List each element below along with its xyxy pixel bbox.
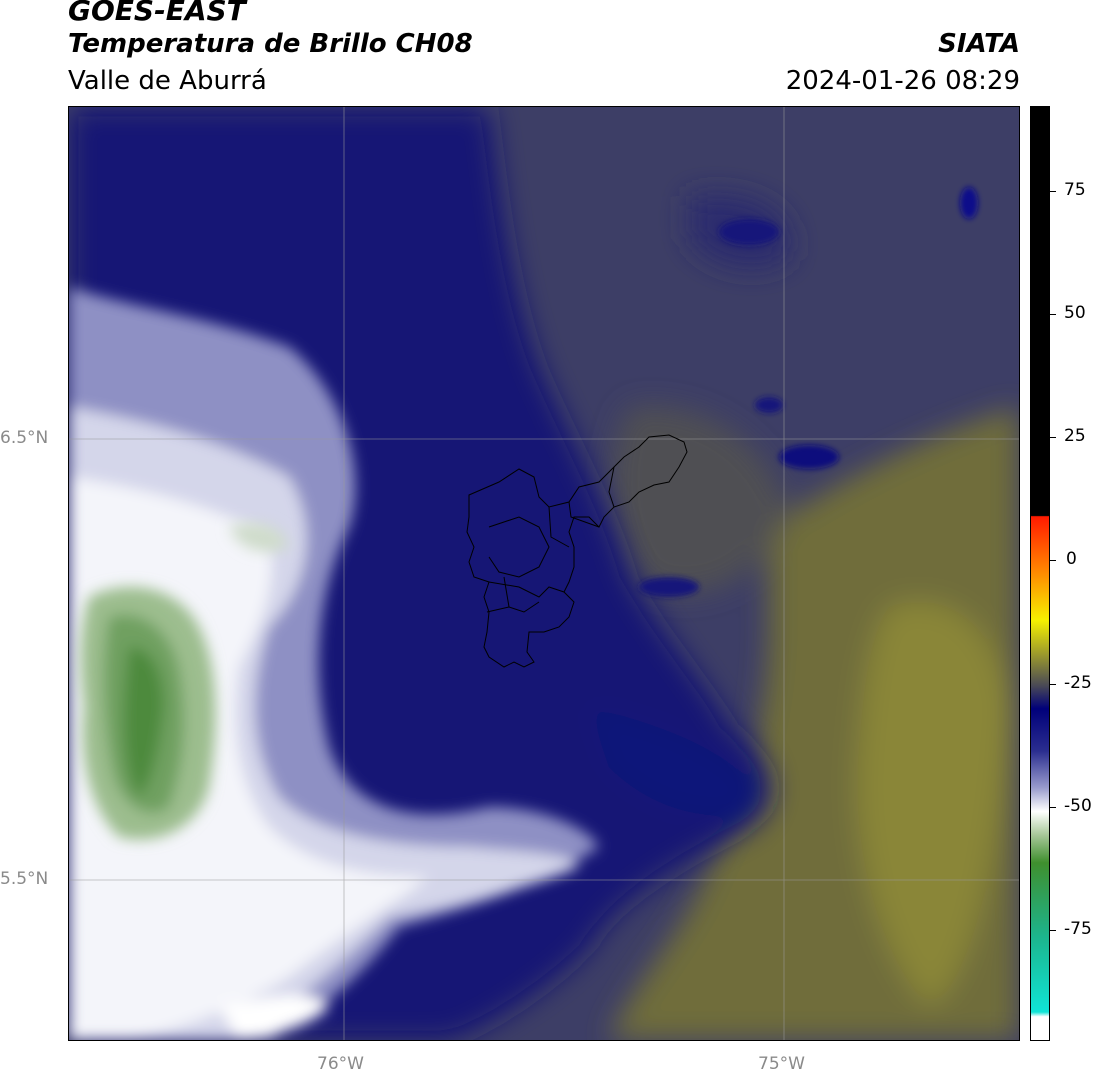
cb-label-minus75: -75: [1064, 919, 1092, 939]
lat-label-5-5: 5.5°N: [0, 869, 49, 889]
olive-region: [609, 405, 1019, 1040]
region-label: Valle de Aburrá: [68, 66, 267, 96]
cb-label-75: 75: [1064, 180, 1086, 200]
brightness-temperature-field: [69, 107, 1019, 1040]
municipal-boundaries: [466, 434, 688, 668]
colorbar: [1030, 106, 1050, 1041]
cb-tick-75: [1050, 191, 1056, 192]
cb-label-0: 0: [1066, 549, 1077, 569]
cb-tick-0: [1050, 560, 1056, 561]
satellite-title: GOES-EAST: [68, 0, 246, 27]
agency-label: SIATA: [938, 29, 1020, 59]
deep-convection: [80, 523, 289, 840]
colorbar-gradient: [1031, 107, 1049, 1040]
cb-tick-minus50: [1050, 807, 1056, 808]
convective-cells: [639, 187, 978, 597]
lon-label-76w: 76°W: [317, 1054, 364, 1074]
cb-tick-25: [1050, 437, 1056, 438]
cb-label-25: 25: [1064, 426, 1086, 446]
cb-tick-minus25: [1050, 684, 1056, 685]
cb-label-minus50: -50: [1064, 796, 1092, 816]
cb-tick-50: [1050, 314, 1056, 315]
cb-label-50: 50: [1064, 303, 1086, 323]
graticule: [69, 107, 1019, 1040]
product-title: Temperatura de Brillo CH08: [68, 29, 473, 59]
datetime-label: 2024-01-26 08:29: [785, 66, 1020, 96]
cb-label-minus25: -25: [1064, 673, 1092, 693]
satellite-map: [68, 106, 1020, 1041]
cb-tick-minus75: [1050, 930, 1056, 931]
lon-label-75w: 75°W: [758, 1054, 805, 1074]
lat-label-6-5: 6.5°N: [0, 428, 49, 448]
